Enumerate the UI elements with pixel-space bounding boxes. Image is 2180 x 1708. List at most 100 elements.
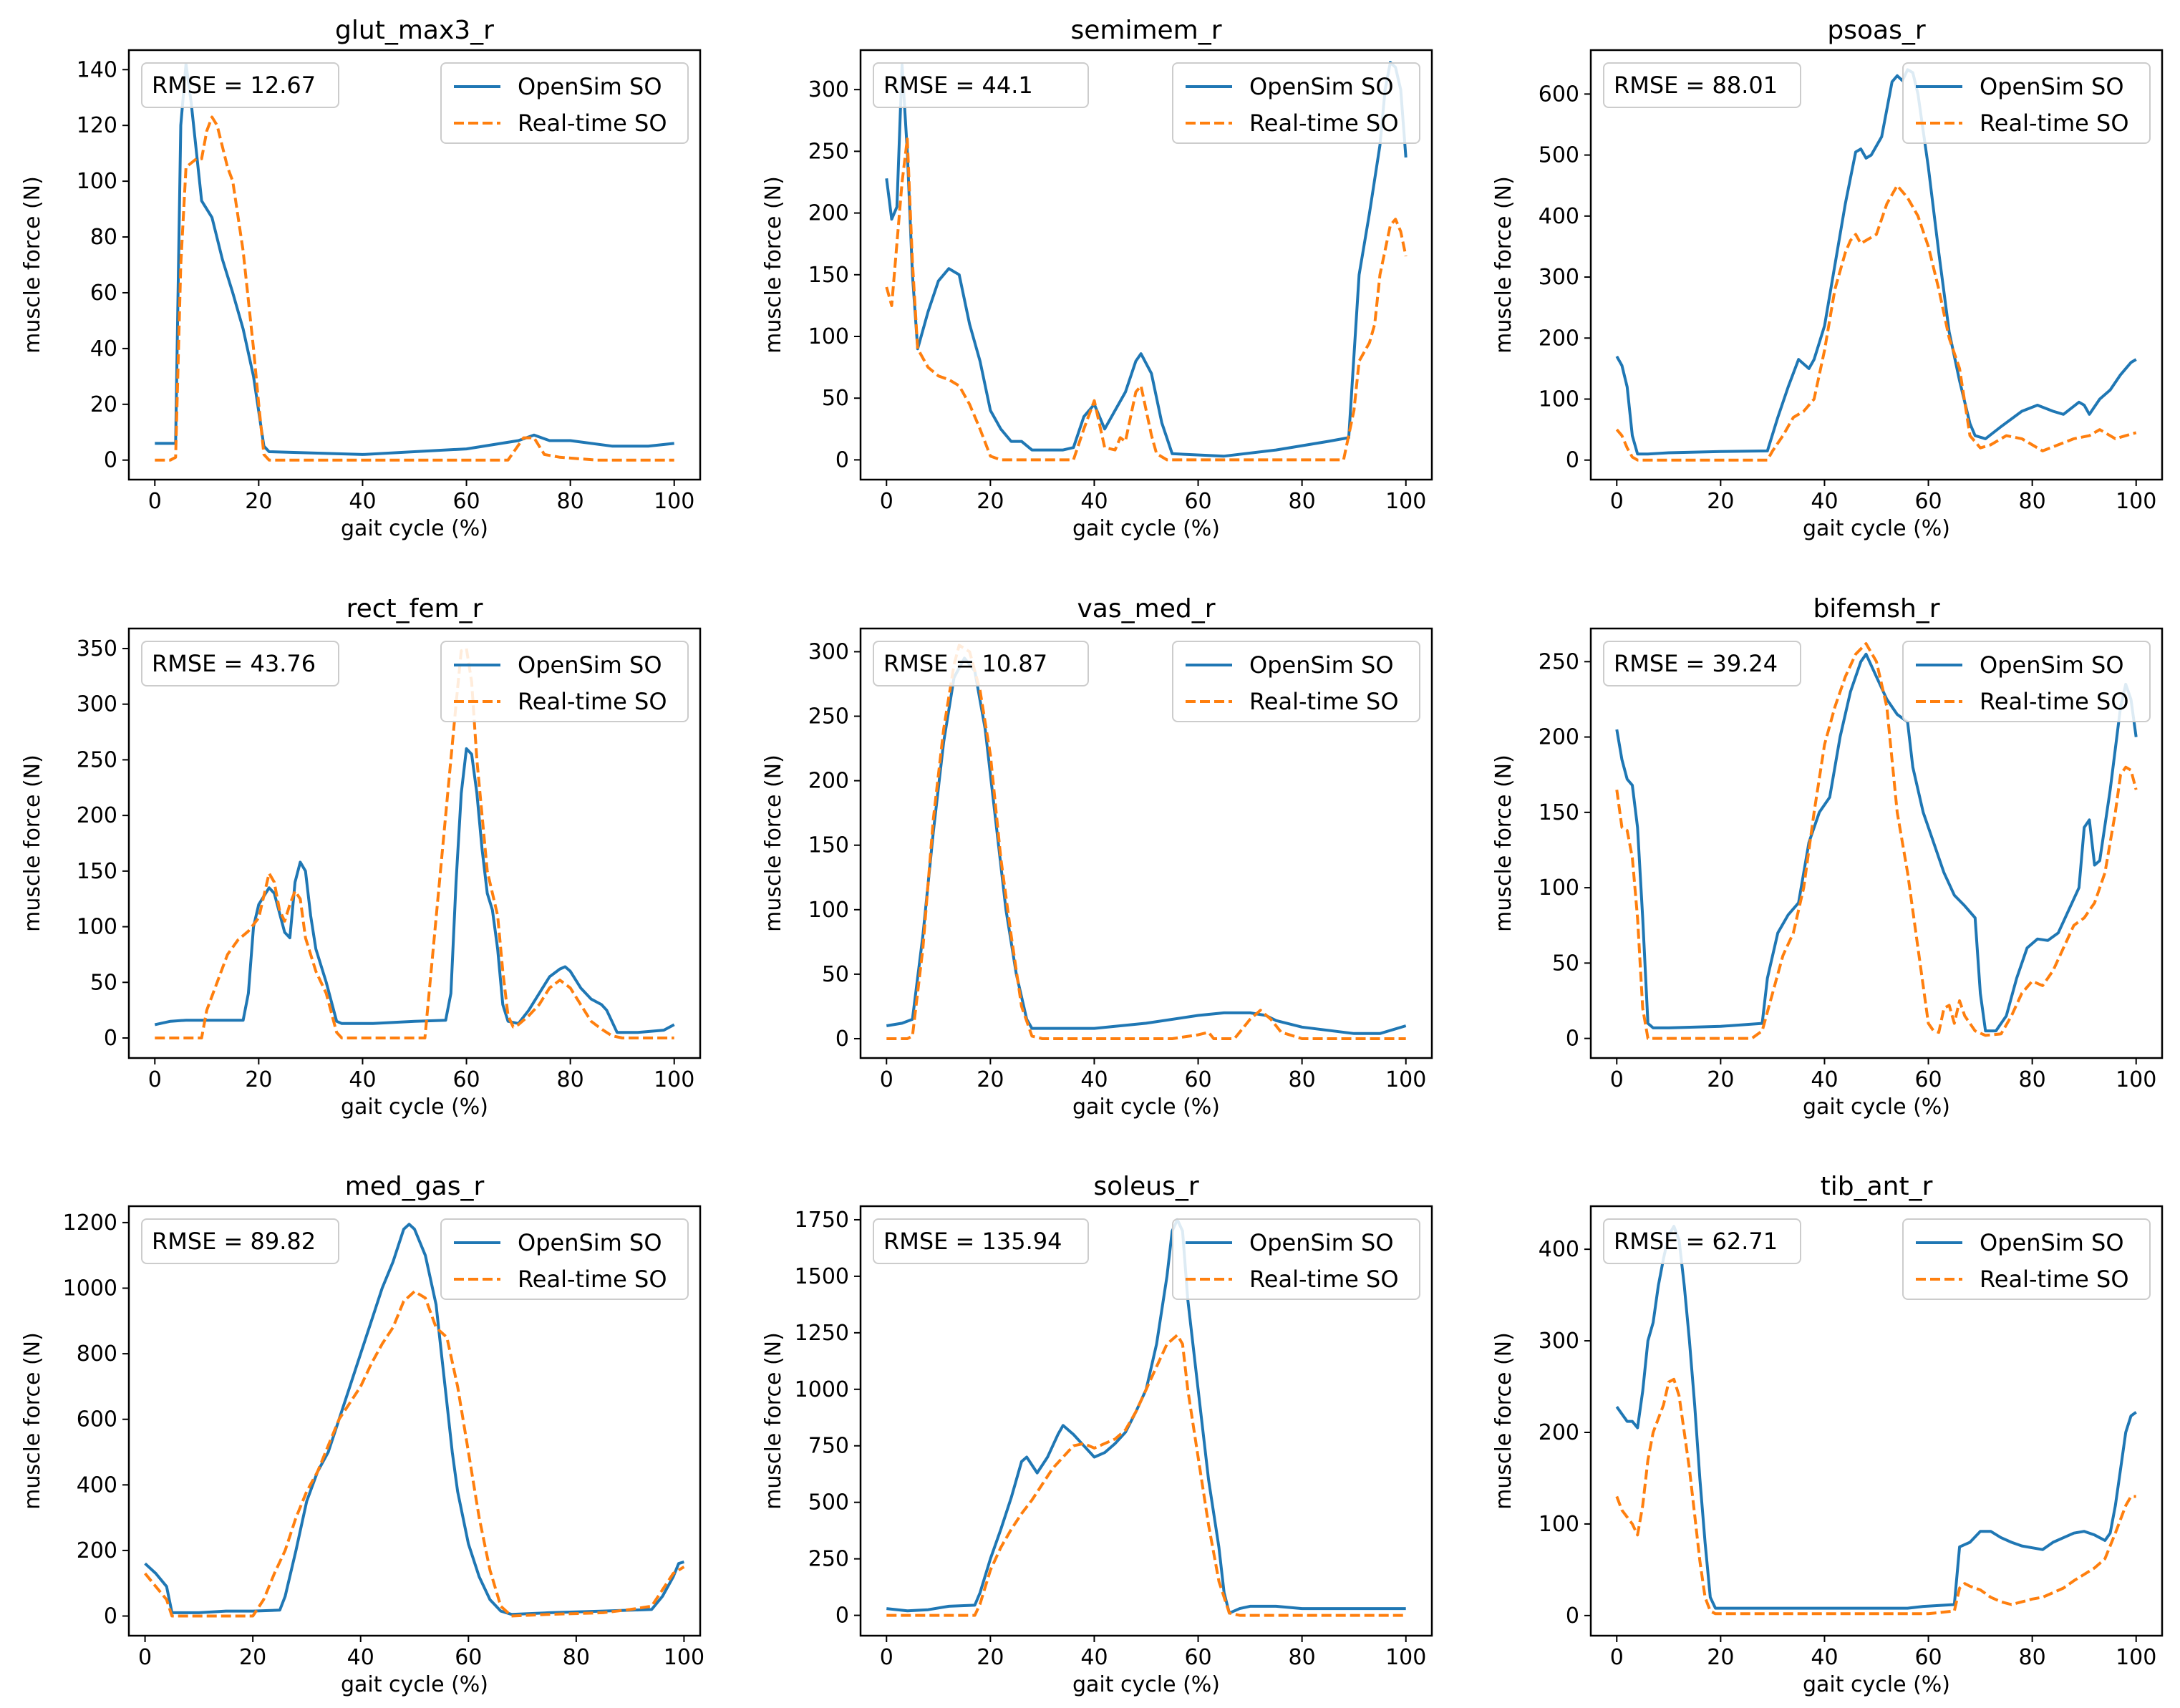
- series-line-realtime-so: [886, 644, 1406, 1040]
- x-tick-label: 100: [2116, 489, 2156, 514]
- y-tick-label: 1200: [63, 1210, 117, 1236]
- y-tick-label: 140: [77, 57, 117, 82]
- series-line-realtime-so: [144, 1290, 685, 1618]
- legend-box: [1902, 62, 2151, 144]
- chart-title: glut_max3_r: [335, 16, 494, 45]
- x-tick-label: 0: [1610, 489, 1624, 514]
- y-axis-label: muscle force (N): [20, 1332, 45, 1510]
- chart-title: vas_med_r: [1077, 594, 1216, 623]
- y-tick-label: 50: [822, 386, 849, 411]
- y-tick-label: 400: [1539, 1237, 1579, 1262]
- x-tick-label: 20: [245, 489, 272, 514]
- y-tick-label: 250: [77, 747, 117, 772]
- y-tick-label: 0: [104, 1604, 117, 1629]
- plot-frame: [859, 49, 1433, 481]
- x-tick-label: 0: [1610, 1067, 1624, 1092]
- series-line-realtime-so: [155, 647, 674, 1039]
- legend-label: Real-time SO: [1249, 688, 1399, 715]
- rmse-box: [1603, 62, 1801, 108]
- y-tick-label: 50: [822, 962, 849, 987]
- x-tick-label: 0: [880, 1067, 893, 1092]
- y-tick-label: 60: [90, 281, 117, 306]
- y-tick-label: 500: [808, 1490, 849, 1515]
- legend-label: OpenSim SO: [1980, 73, 2124, 100]
- x-axis-label: gait cycle (%): [1803, 1672, 1950, 1697]
- x-tick-label: 60: [1914, 1645, 1942, 1670]
- x-tick-label: 100: [1385, 1645, 1426, 1670]
- chart-panel-glut_max3_r: glut_max3_r 0 20 40 60 80 100 0 20 40 60 80 100 120 14…: [20, 16, 702, 541]
- series-line-realtime-so: [885, 137, 1408, 462]
- rmse-label: RMSE = 88.01: [1614, 72, 1778, 99]
- y-tick-label: 600: [1539, 82, 1579, 107]
- y-tick-label: 200: [808, 769, 849, 794]
- x-tick-label: 40: [1811, 489, 1838, 514]
- plot-frame: [859, 1205, 1433, 1637]
- legend-box: [440, 641, 689, 722]
- x-tick-label: 80: [2019, 1645, 2046, 1670]
- x-tick-label: 80: [563, 1645, 590, 1670]
- x-tick-label: 80: [1289, 1067, 1316, 1092]
- x-tick-label: 20: [977, 1067, 1004, 1092]
- x-tick-label: 60: [1914, 489, 1942, 514]
- y-tick-label: 250: [1539, 649, 1579, 674]
- rmse-label: RMSE = 89.82: [152, 1228, 316, 1255]
- plot-frame: [859, 627, 1433, 1059]
- y-tick-label: 250: [808, 1547, 849, 1572]
- x-tick-label: 80: [2019, 1067, 2046, 1092]
- y-tick-label: 500: [1539, 143, 1579, 168]
- y-tick-label: 150: [808, 263, 849, 288]
- y-tick-label: 800: [77, 1341, 117, 1367]
- y-tick-label: 120: [77, 113, 117, 138]
- y-tick-label: 150: [1539, 800, 1579, 825]
- chart-title: soleus_r: [1093, 1172, 1199, 1201]
- rmse-box: [873, 1218, 1089, 1264]
- chart-title: rect_fem_r: [347, 594, 483, 623]
- x-axis-label: gait cycle (%): [1803, 1095, 1950, 1120]
- x-axis-label: gait cycle (%): [1072, 516, 1220, 541]
- chart-panel-med_gas_r: med_gas_r0 20 40 60 80 1000200400600800100012…: [20, 1172, 704, 1697]
- x-tick-label: 80: [557, 489, 584, 514]
- y-tick-label: 200: [1539, 725, 1579, 750]
- y-tick-label: 100: [77, 169, 117, 194]
- y-tick-label: 50: [90, 970, 117, 995]
- series-line-opensim-so: [1615, 68, 2137, 456]
- x-tick-label: 40: [1080, 1645, 1108, 1670]
- x-tick-label: 60: [452, 489, 480, 514]
- series-line-opensim-so: [154, 747, 675, 1034]
- x-tick-label: 40: [349, 1067, 376, 1092]
- rmse-box: [141, 641, 339, 686]
- legend-label: Real-time SO: [518, 688, 667, 715]
- series-line-opensim-so: [885, 61, 1408, 458]
- y-tick-label: 300: [77, 692, 117, 717]
- chart-panel-vas_med_r: vas_med_r 0 20 40 60 80 100 0 50 100 150 200 250 300 g…: [761, 594, 1433, 1120]
- y-tick-label: 0: [835, 1027, 849, 1052]
- y-tick-label: 1000: [63, 1276, 117, 1301]
- y-axis-label: muscle force (N): [761, 176, 786, 354]
- y-axis-label: muscle force (N): [1491, 1332, 1516, 1510]
- x-tick-label: 0: [138, 1645, 152, 1670]
- rmse-box: [873, 641, 1089, 686]
- y-tick-label: 100: [1539, 387, 1579, 412]
- x-tick-label: 100: [2116, 1067, 2156, 1092]
- chart-panel-semimem_r: semimem_r 0 20 40 60 80 100 0 50 100 150 200 250 300 g…: [761, 16, 1433, 541]
- x-tick-label: 100: [664, 1645, 704, 1670]
- x-axis-label: gait cycle (%): [1803, 516, 1950, 541]
- y-tick-label: 200: [1539, 1420, 1579, 1445]
- x-tick-label: 100: [1385, 1067, 1426, 1092]
- series-line-opensim-so: [144, 1223, 684, 1616]
- series-line-realtime-so: [886, 1334, 1406, 1617]
- plot-frame: [1589, 627, 2164, 1059]
- series-line-realtime-so: [155, 115, 674, 462]
- x-axis-label: gait cycle (%): [341, 1672, 488, 1697]
- plot-frame: [127, 1205, 702, 1637]
- legend-label: Real-time SO: [1980, 110, 2129, 137]
- chart-panel-bifemsh_r: bifemsh_r 0 20 40 60 80 100 0 50 100 150 200 250 gait…: [1491, 594, 2164, 1120]
- chart-title: psoas_r: [1827, 16, 1925, 45]
- legend-box: [1902, 641, 2151, 722]
- y-tick-label: 0: [1566, 1603, 1579, 1629]
- x-tick-label: 0: [1610, 1645, 1624, 1670]
- legend-label: OpenSim SO: [1980, 651, 2124, 679]
- y-tick-label: 40: [90, 336, 117, 362]
- x-tick-label: 0: [880, 489, 893, 514]
- x-axis-label: gait cycle (%): [341, 516, 488, 541]
